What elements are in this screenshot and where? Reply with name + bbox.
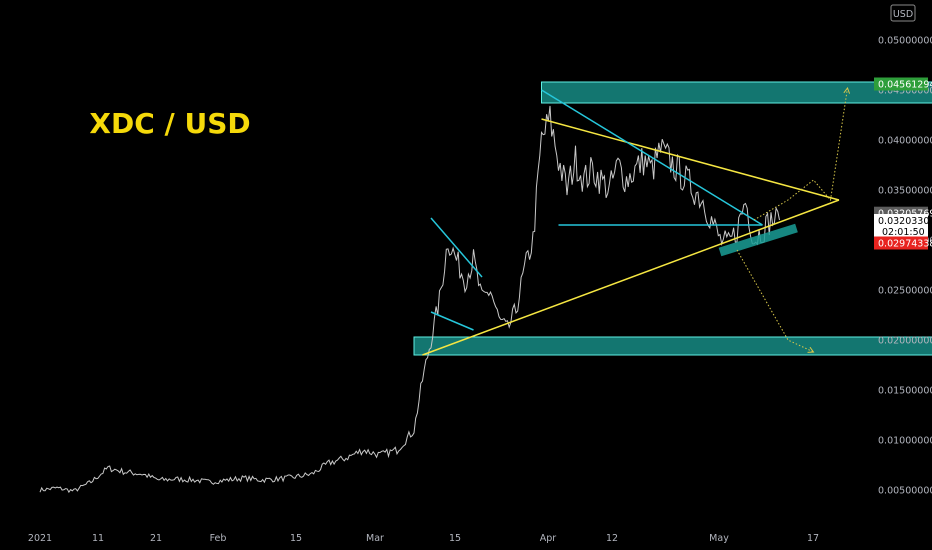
- y-tick-label: 0.02500000: [878, 286, 932, 297]
- x-tick-label: 2021: [28, 533, 52, 544]
- y-tick-label: 0.04000000: [878, 136, 932, 147]
- target-price-tag: 0.04561294: [878, 80, 932, 91]
- x-tick-label: Apr: [540, 533, 557, 544]
- stop-price-tag: 0.02974338: [878, 239, 932, 250]
- stop-price-tag-bg: [874, 236, 928, 250]
- x-tick-label: Feb: [210, 533, 227, 544]
- axes-layer: 0.05000000 0.04500000 0.04000000 0.03500000…: [28, 4, 932, 544]
- x-tick-label: 21: [150, 533, 162, 544]
- price-line[interactable]: [39, 105, 780, 494]
- countdown-tag: 02:01:50: [882, 227, 925, 238]
- y-tick-label: 0.01500000: [878, 386, 932, 397]
- triangle-line-1[interactable]: [422, 199, 840, 356]
- x-tick-label: 11: [92, 533, 104, 544]
- cyan-trendline-1[interactable]: [541, 89, 763, 226]
- x-tick-label: 15: [290, 533, 302, 544]
- cyan-trendline-4[interactable]: [430, 311, 474, 331]
- currency-label: USD: [893, 9, 913, 20]
- x-tick-label: 15: [449, 533, 461, 544]
- chart-title: XDC / USD: [89, 107, 250, 140]
- projection-arrowhead-1: [843, 86, 851, 94]
- triangle-line-2[interactable]: [541, 118, 840, 201]
- target-price-tag-bg: [874, 77, 928, 91]
- current-price-tag-bg: [874, 214, 928, 239]
- x-tick-label: Mar: [366, 533, 384, 544]
- channel-band[interactable]: [718, 223, 798, 257]
- y-tick-label: 0.00500000: [878, 486, 932, 497]
- x-tick-label: May: [709, 533, 729, 544]
- y-tick-label: 0.04500000: [878, 86, 932, 97]
- x-tick-label: 17: [807, 533, 819, 544]
- y-tick-label: 0.01000000: [878, 436, 932, 447]
- drawings-layer: [422, 86, 851, 356]
- projection-arrowhead-2: [807, 346, 815, 353]
- x-tick-label: 12: [606, 533, 618, 544]
- lower-zone[interactable]: [413, 336, 932, 356]
- upper-zone[interactable]: [541, 81, 932, 104]
- current-price-tag: 0.03203300: [878, 216, 932, 227]
- y-tick-label: 0.03500000: [878, 186, 932, 197]
- projection-path-1[interactable]: [753, 87, 848, 221]
- series-layer: [39, 105, 780, 494]
- y-tick-label: 0.05000000: [878, 36, 932, 47]
- cyan-trendline-3[interactable]: [430, 217, 483, 278]
- zones-layer: [413, 81, 932, 356]
- y-tick-label: 0.02000000: [878, 336, 932, 347]
- currency-badge[interactable]: [890, 4, 916, 22]
